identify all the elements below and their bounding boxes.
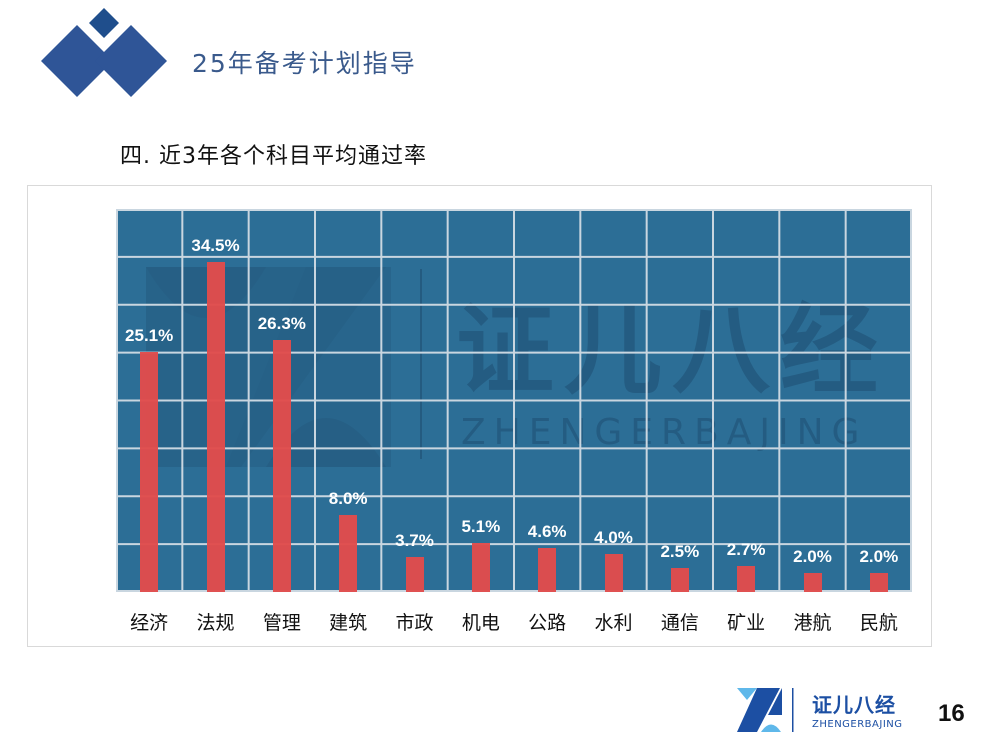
- bar-data-label: 26.3%: [257, 314, 306, 334]
- category-label: 法规: [196, 612, 235, 634]
- chart-bar: [272, 340, 291, 592]
- chart-bar: [737, 566, 756, 592]
- category-label: 水利: [594, 612, 633, 634]
- category-label: 经济: [130, 612, 169, 634]
- category-label: 港航: [793, 612, 832, 634]
- company-logo-icon: [41, 8, 167, 97]
- page-number: 16: [938, 700, 965, 727]
- footer-logo-icon: [737, 688, 794, 732]
- bar-data-label: 8.0%: [328, 489, 368, 509]
- category-label: 民航: [859, 612, 898, 634]
- bar-data-label: 2.7%: [726, 540, 766, 560]
- category-label: 通信: [660, 612, 699, 634]
- category-label: 机电: [461, 612, 500, 634]
- chart-bar: [339, 515, 358, 592]
- page-header-title: 25年备考计划指导: [192, 49, 417, 78]
- section-title: 四. 近3年各个科目平均通过率: [120, 144, 427, 169]
- bar-data-label: 34.5%: [191, 235, 240, 255]
- chart-bar: [604, 553, 623, 592]
- bar-data-label: 5.1%: [461, 517, 501, 537]
- chart-bar: [869, 572, 888, 592]
- bar-data-label: 25.1%: [125, 325, 174, 345]
- bar-data-label: 4.6%: [527, 521, 567, 541]
- category-label: 矿业: [727, 612, 766, 634]
- chart-bar: [803, 572, 822, 592]
- footer-brand-cn: 证儿八经: [812, 693, 896, 717]
- bar-data-label: 2.0%: [793, 546, 832, 566]
- chart-bar: [206, 261, 225, 592]
- category-label: 市政: [395, 612, 434, 634]
- category-label: 公路: [528, 612, 567, 634]
- category-label: 管理: [262, 612, 301, 634]
- footer-brand-en: ZHENGERBAJING: [812, 719, 903, 730]
- chart-bar: [670, 568, 689, 592]
- chart-bar: [140, 351, 159, 592]
- bar-data-label: 4.0%: [594, 527, 633, 547]
- category-label: 建筑: [329, 612, 368, 634]
- chart-gridlines: [116, 209, 912, 592]
- bar-data-label: 3.7%: [395, 530, 434, 550]
- chart-bar: [471, 543, 490, 592]
- bar-data-label: 2.0%: [859, 546, 899, 566]
- bar-data-label: 2.5%: [660, 542, 700, 562]
- chart-bar: [538, 547, 557, 592]
- chart-bar: [405, 556, 424, 592]
